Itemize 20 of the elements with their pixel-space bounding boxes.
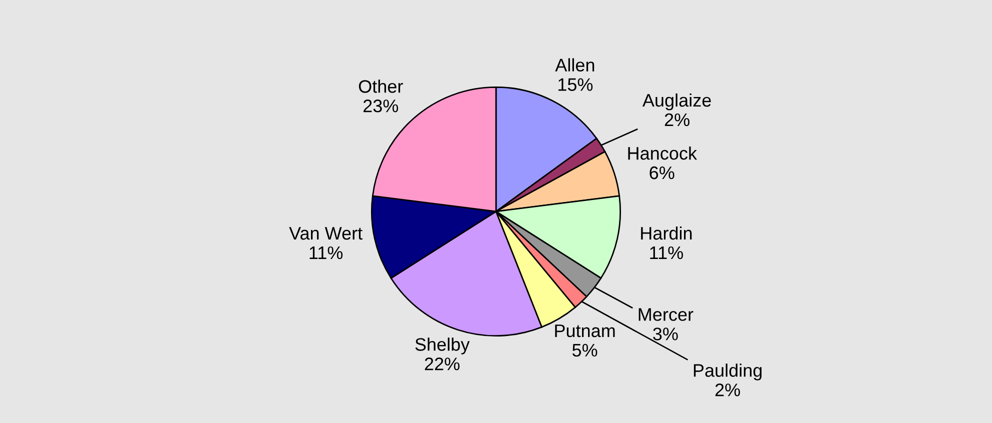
data-label: 2% (664, 113, 690, 126)
slice-label: Shelby (415, 338, 470, 354)
slice-label: Hancock (628, 146, 698, 160)
slice-label: Hardin (641, 226, 692, 240)
slice-label: Van Wert (289, 227, 362, 240)
data-label: 3% (653, 328, 678, 340)
slice-label: Auglaize (642, 93, 711, 110)
slice-label: Mercer (638, 308, 694, 321)
slice-label: Paulding (694, 364, 762, 380)
data-label: 11% (310, 246, 343, 260)
slice-label: Putnam (555, 324, 615, 338)
data-label: 23% (364, 100, 398, 112)
data-label: 6% (650, 166, 674, 180)
data-label: 11% (650, 246, 683, 260)
slice-label: Other (358, 80, 403, 93)
data-label: 15% (558, 78, 593, 91)
data-label: 22% (424, 358, 460, 370)
data-label: 2% (715, 384, 740, 396)
data-label: 5% (572, 344, 598, 357)
slice-label: Allen (555, 58, 594, 72)
